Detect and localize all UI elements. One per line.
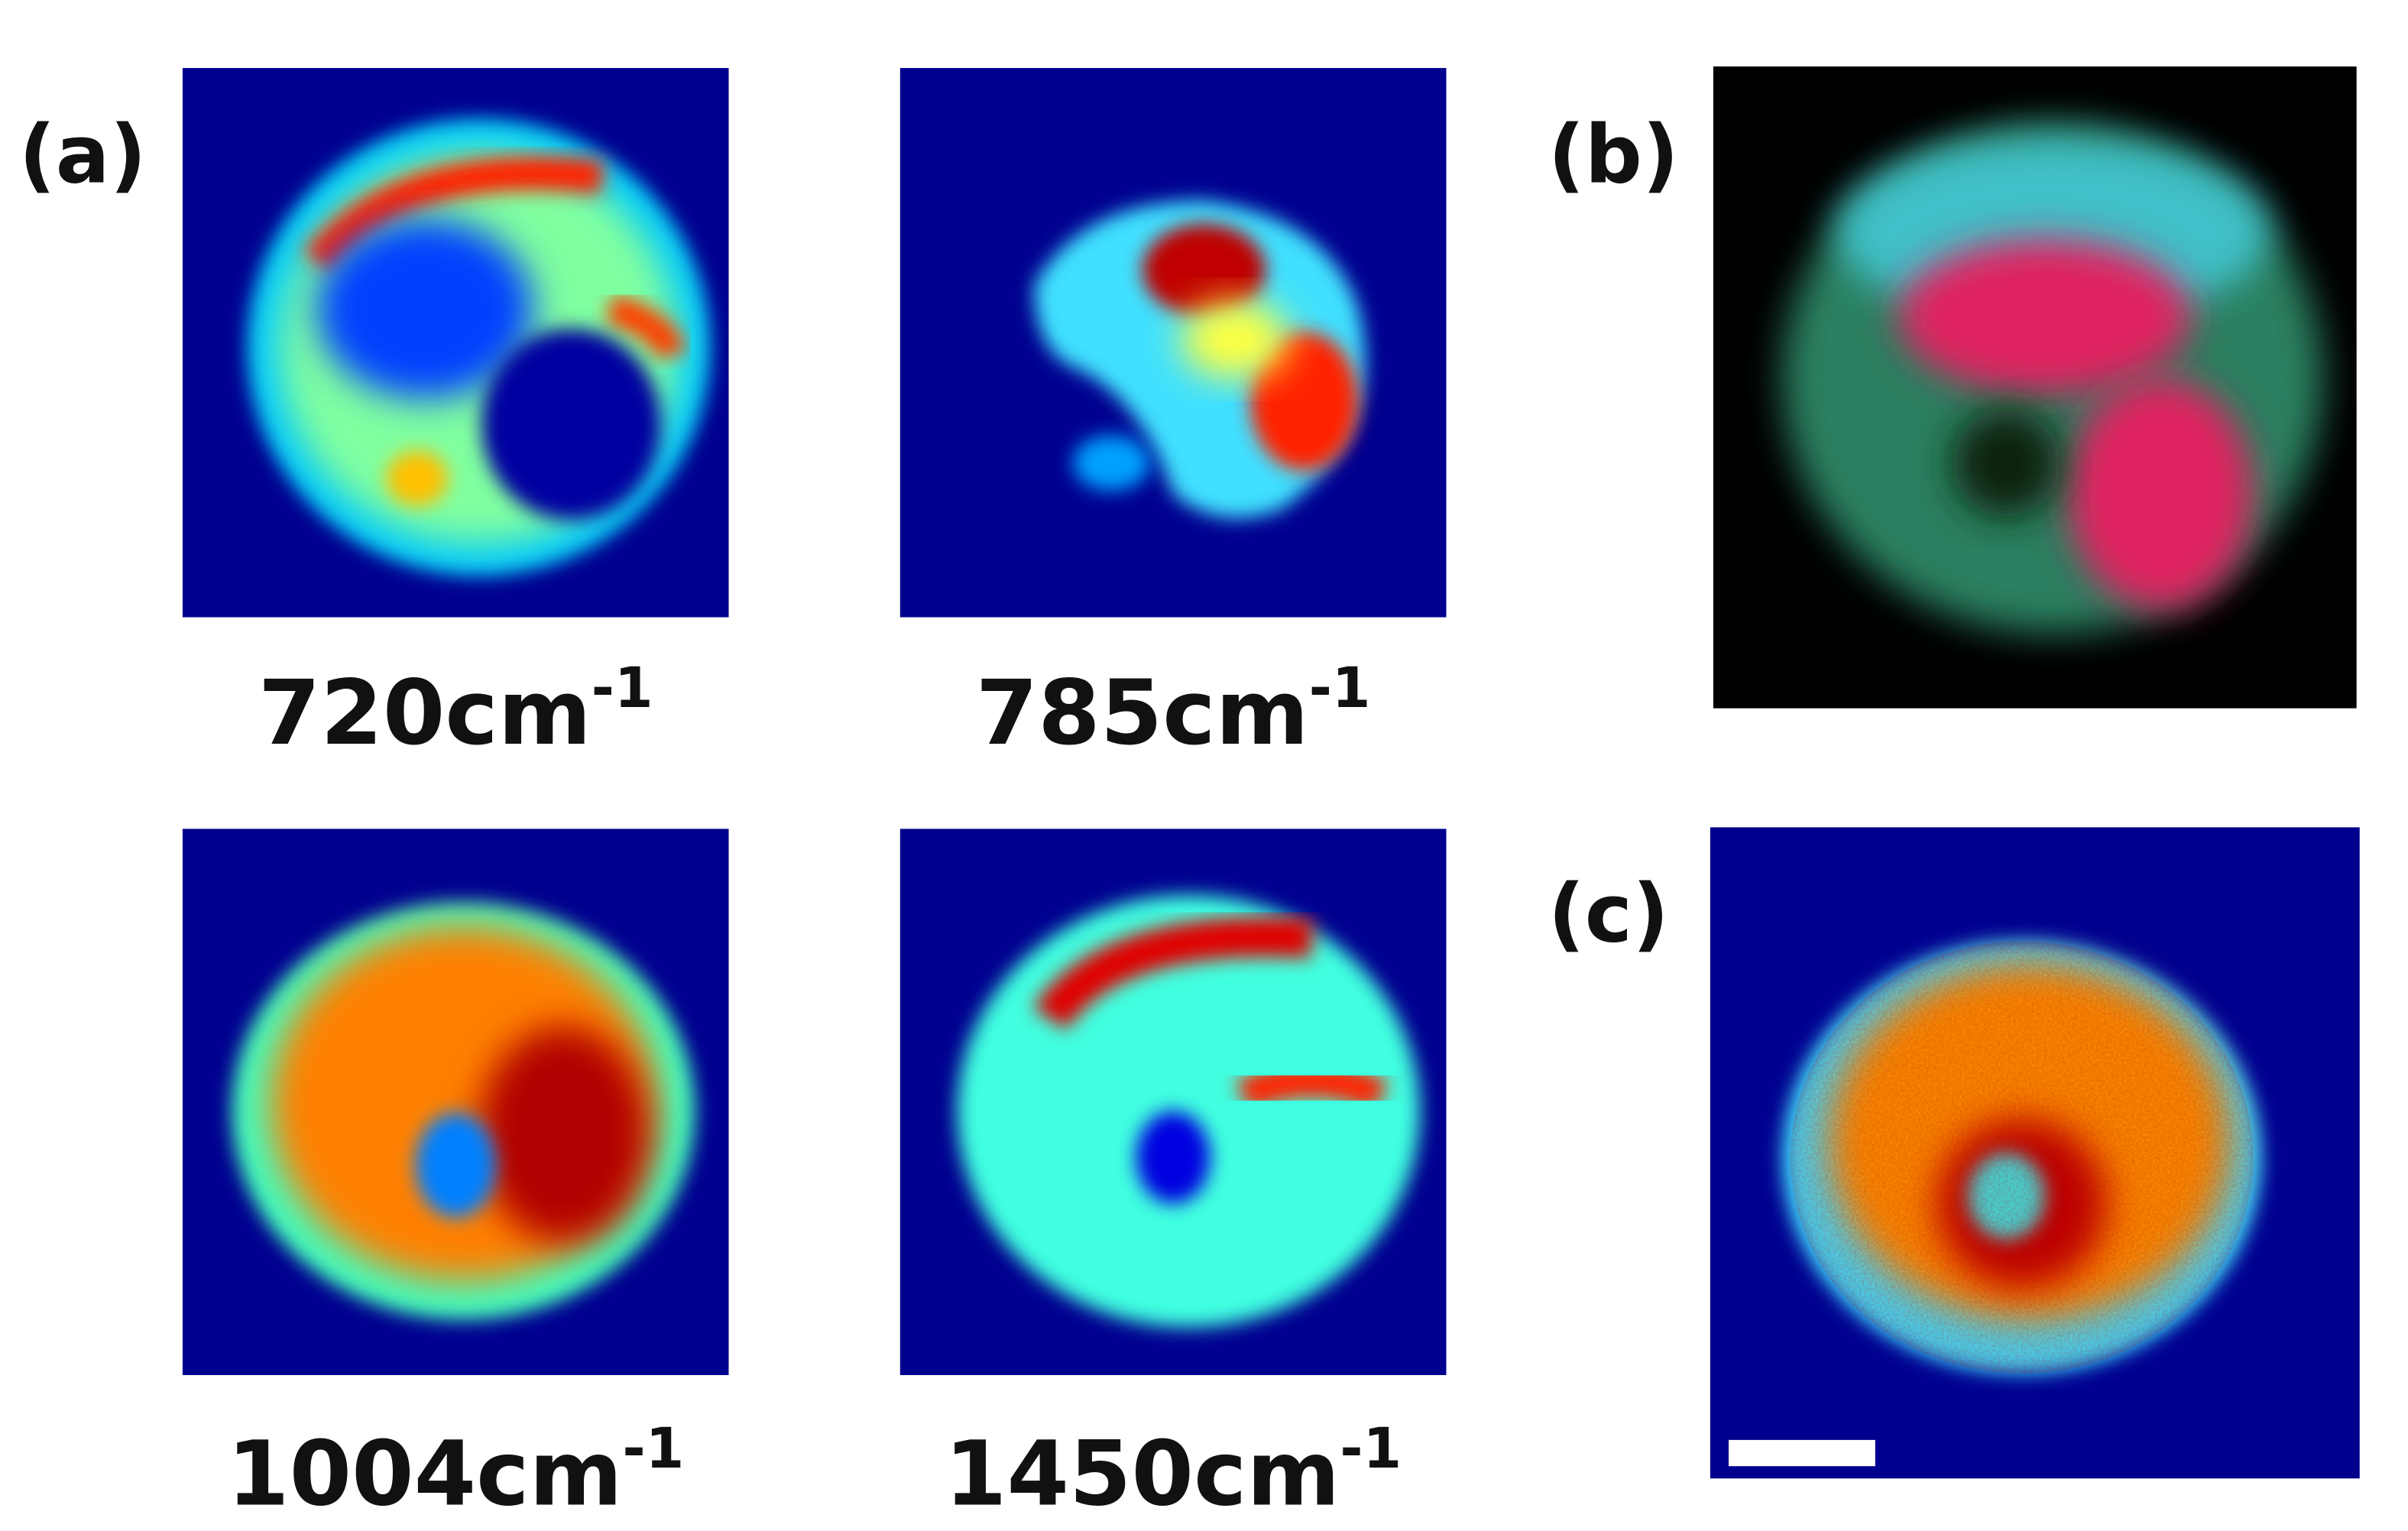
superscript: -1 <box>623 1417 685 1481</box>
superscript: -1 <box>1340 1417 1402 1481</box>
panel-label: (c) <box>1548 868 1669 961</box>
map-caption: 785cm-1 <box>976 657 1371 765</box>
scale-bar <box>1729 1439 1875 1467</box>
superscript: -1 <box>591 657 653 721</box>
raman-map-1004 <box>182 829 729 1376</box>
panel-label: (b) <box>1548 108 1679 201</box>
superscript: -1 <box>1309 657 1371 721</box>
fluorescence-image <box>1710 827 2360 1479</box>
raman-map-785 <box>899 67 1447 618</box>
composite-image <box>1713 66 2357 709</box>
raman-map-720 <box>182 67 729 618</box>
wavenumber: 1450cm <box>945 1422 1340 1526</box>
map-caption: 1450cm-1 <box>945 1417 1402 1526</box>
wavenumber: 1004cm <box>227 1422 622 1526</box>
raman-map-1450 <box>899 829 1447 1376</box>
panel-label: (a) <box>19 108 147 201</box>
wavenumber: 785cm <box>976 660 1309 765</box>
wavenumber: 720cm <box>258 660 591 765</box>
map-caption: 1004cm-1 <box>227 1417 684 1526</box>
map-caption: 720cm-1 <box>258 657 653 765</box>
